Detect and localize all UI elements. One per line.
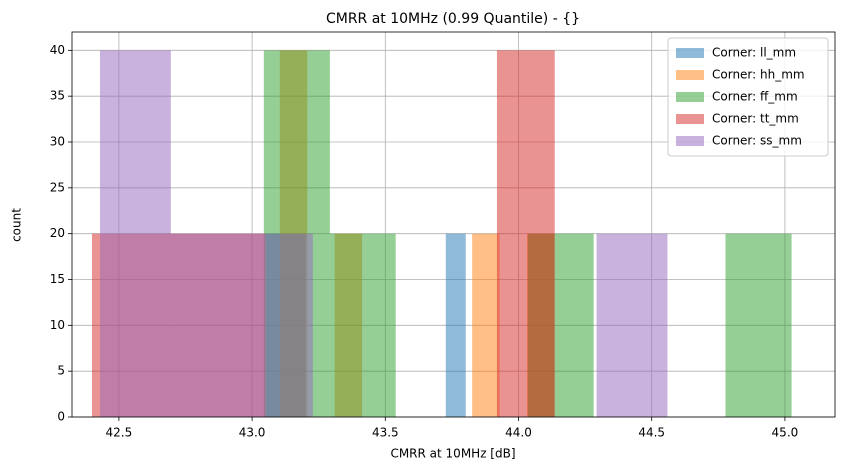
histogram-bar [329,233,396,417]
histogram-bar [445,233,466,417]
y-tick-label: 40 [50,43,65,57]
y-tick-label: 5 [57,364,65,378]
x-tick-label: 43.5 [372,426,399,440]
x-tick-label: 45.0 [772,426,799,440]
y-axis-label: count [10,208,24,242]
legend-label: Corner: ss_mm [712,134,802,148]
legend: Corner: ll_mm Corner: hh_mm Corner: ff_mm C… [667,37,829,157]
axes-layer: 42.5 43.0 43.5 44.0 44.5 45.0 0 5 10 15 20 25 30 35 40 [50,31,836,440]
legend-label: Corner: ff_mm [712,90,798,104]
legend-box [667,37,829,157]
histogram-bar [725,233,792,417]
x-tick-label: 44.0 [505,426,532,440]
bars-layer [91,50,792,417]
chart-title: CMRR at 10MHz (0.99 Quantile) - {} [326,11,580,27]
histogram-bar [596,233,668,417]
y-tick-label: 20 [50,226,65,240]
plot-frame [71,31,836,418]
legend-label: Corner: ll_mm [712,46,796,60]
legend-swatch [676,136,704,146]
y-tick-label: 15 [50,272,65,286]
y-tick-label: 35 [50,89,65,103]
y-tick-label: 0 [57,410,65,424]
x-tick-label: 43.0 [239,426,266,440]
legend-swatch [676,114,704,124]
histogram-bar [99,50,171,417]
y-tick-label: 30 [50,135,65,149]
histogram-bar [496,50,555,417]
x-tick-label: 44.5 [638,426,665,440]
legend-swatch [676,92,704,102]
legend-label: Corner: tt_mm [712,112,799,126]
histogram-bar [472,233,500,417]
y-tick-label: 10 [50,318,65,332]
x-axis-label: CMRR at 10MHz [dB] [390,447,515,461]
legend-swatch [676,70,704,80]
legend-label: Corner: hh_mm [712,68,805,82]
histogram-bar [170,233,242,417]
x-tick-label: 42.5 [106,426,133,440]
legend-swatch [676,48,704,58]
histogram-bar [241,233,313,417]
y-tick-label: 25 [50,180,65,194]
